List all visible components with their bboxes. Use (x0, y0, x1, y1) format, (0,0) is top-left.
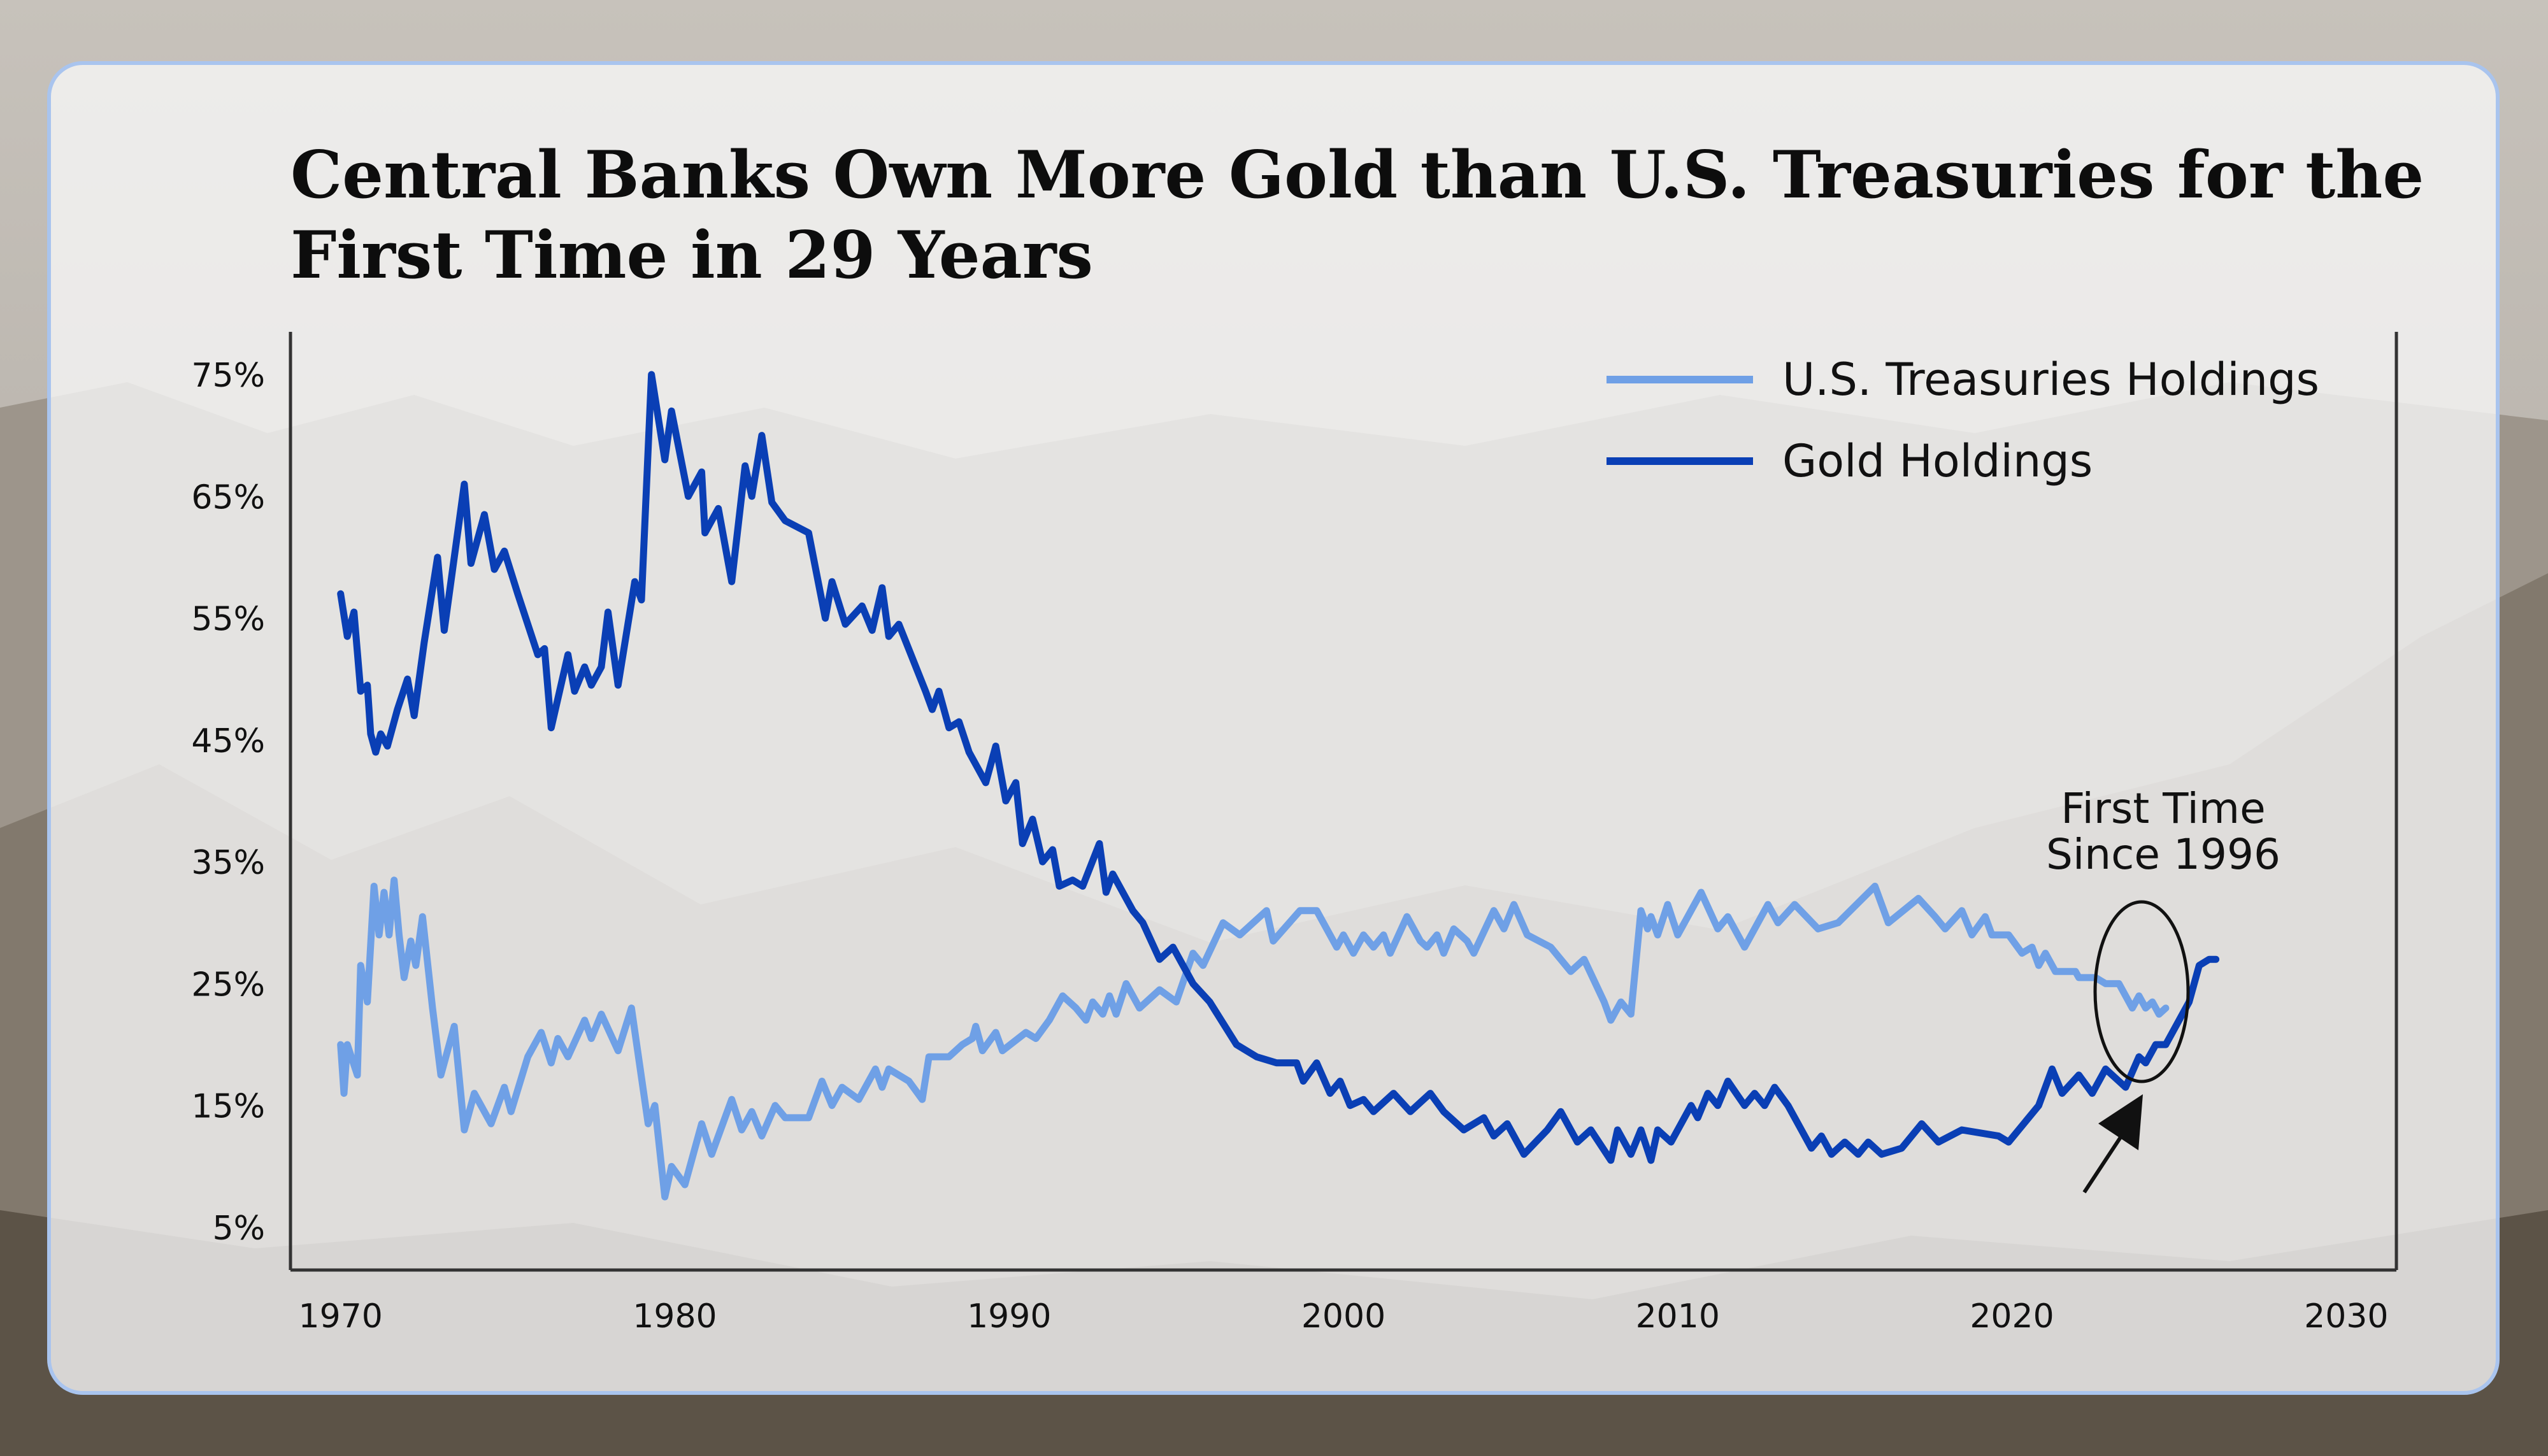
legend-label-gold: Gold Holdings (1782, 435, 2093, 487)
y-tick-label: 45% (191, 722, 265, 760)
x-tick-label: 2030 (2304, 1297, 2388, 1336)
x-tick-label: 2010 (1636, 1297, 1720, 1336)
y-tick-label: 65% (191, 478, 265, 517)
chart-title-line-2: First Time in 29 Years (290, 217, 1093, 294)
x-tick-label: 1970 (299, 1297, 383, 1336)
x-tick-labels: 1970 1980 1990 2000 2010 2020 2030 (299, 1297, 2389, 1336)
annotation-text-line-2: Since 1996 (2046, 830, 2280, 879)
x-tick-label: 1990 (967, 1297, 1051, 1336)
y-tick-label: 75% (191, 357, 265, 395)
legend: U.S. Treasuries Holdings Gold Holdings (1607, 353, 2319, 487)
chart-title: Central Banks Own More Gold than U.S. Tr… (290, 135, 2424, 296)
x-tick-label: 2020 (1970, 1297, 2054, 1336)
annotation-arrow-head (2098, 1094, 2143, 1150)
annotation-circle (2093, 900, 2190, 1083)
annotation-text-line-1: First Time (2061, 784, 2265, 833)
legend-label-treasuries: U.S. Treasuries Holdings (1782, 353, 2319, 406)
y-tick-label: 55% (191, 601, 265, 639)
y-tick-labels: 5% 15% 25% 35% 45% 55% 65% 75% (191, 357, 265, 1248)
annotation-arrow-shaft (2082, 1135, 2123, 1194)
annotation: First Time Since 1996 (2046, 784, 2280, 1194)
y-tick-label: 15% (191, 1088, 265, 1126)
y-tick-label: 5% (213, 1210, 266, 1248)
x-tick-label: 2000 (1301, 1297, 1385, 1336)
y-tick-label: 35% (191, 844, 265, 882)
chart-axes (289, 332, 2398, 1272)
x-tick-label: 1980 (633, 1297, 717, 1336)
chart-card: Central Banks Own More Gold than U.S. Tr… (47, 61, 2500, 1395)
y-tick-label: 25% (191, 966, 265, 1004)
treasuries-line (337, 876, 2170, 1201)
chart-title-line-1: Central Banks Own More Gold than U.S. Tr… (290, 137, 2424, 213)
series-lines (337, 371, 2220, 1201)
gold-line (337, 371, 2220, 1164)
line-chart: 5% 15% 25% 35% 45% 55% 65% 75% 1970 1980 1990 2000… (191, 332, 2398, 1336)
